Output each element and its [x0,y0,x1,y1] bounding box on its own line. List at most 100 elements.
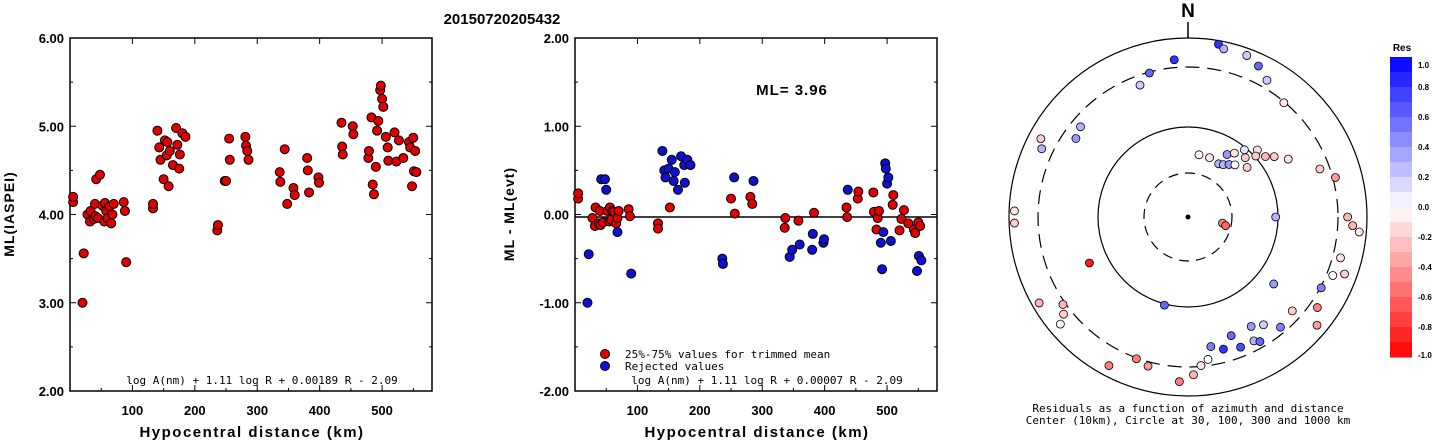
colorbar-tick-label: 1.0 [1418,61,1430,70]
x-tick-label: 100 [122,403,144,418]
station-residual-point [1059,309,1068,319]
station-residual-point [1194,150,1204,160]
colorbar-tick-label: 0.4 [1418,143,1430,152]
colorbar-tick-label: -0.6 [1418,293,1432,302]
rejected-point [583,249,594,260]
station-residual-point [1254,61,1263,71]
colorbar-cell [1390,252,1412,268]
rejected-point [807,228,818,239]
y-tick-label: -1.00 [539,296,569,311]
rejected-point [679,177,690,188]
accepted-point [887,199,898,210]
station-residual-point [1055,319,1065,329]
x-tick-label: 200 [184,403,206,418]
data-point [302,165,313,176]
rejected-point [794,239,805,250]
panel-2-ylabel: ML - ML(evt) [501,167,517,261]
data-point [302,153,313,164]
rejected-point [612,227,623,238]
colorbar-cell [1390,132,1412,148]
rejected-point [668,175,679,186]
y-tick-label: 5.00 [39,119,64,134]
accepted-point [894,225,905,236]
colorbar-tick-label: 0.6 [1418,113,1430,122]
colorbar-cell [1390,297,1412,313]
station-residual-point [1174,377,1184,387]
station-residual-point [1262,75,1272,85]
accepted-point [842,212,853,223]
station-residual-point [1222,150,1232,159]
station-residual-point [1205,153,1214,163]
station-residual-point [1221,221,1231,231]
data-point [163,181,174,192]
colorbar-tick-label: 0.2 [1418,173,1430,182]
accepted-point [726,193,737,204]
panel-1-ylabel: ML(IASPEI) [1,171,17,256]
polar-caption-line-2: Center (10km), Circle at 30, 100, 300 an… [1026,414,1351,427]
rejected-point [807,244,818,255]
data-point [275,176,286,187]
accepted-point [747,198,758,209]
station-residual-point [1132,354,1141,364]
station-residual-point [1242,51,1252,60]
accepted-point [809,207,820,218]
accepted-point [910,228,921,239]
rejected-point [877,264,888,275]
station-residual-point [1255,337,1265,346]
colorbar-cell [1390,147,1412,163]
station-residual-point [1037,144,1047,154]
station-residual-point [1219,344,1228,354]
station-residual-point [1271,212,1281,222]
colorbar-cell [1390,267,1412,283]
rejected-point [878,227,889,238]
data-point [118,197,129,208]
data-point [411,167,422,178]
station-residual-point [1159,300,1169,310]
data-point [242,145,253,156]
y-tick-label: 2.00 [544,31,569,46]
rejected-point [819,234,830,245]
data-point [314,177,325,188]
data-point [389,127,400,138]
panel-1-xlabel: Hypocentral distance (km) [139,424,364,441]
data-point [164,145,175,156]
rejected-point [669,167,680,178]
data-point [106,218,117,229]
station-residual-point [1279,98,1289,108]
colorbar-cell [1390,102,1412,118]
station-residual-point [1242,162,1252,172]
data-point [221,175,232,186]
data-point [382,142,393,153]
station-residual-point [1071,134,1081,143]
station-residual-point [1331,173,1340,182]
station-residual-point [1312,303,1322,312]
data-point [398,153,409,164]
colorbar-tick-label: -1.0 [1418,351,1432,360]
colorbar-tick-label: -0.2 [1418,233,1432,242]
data-point [162,137,173,148]
data-point [336,117,347,128]
data-point [224,133,235,144]
data-point [279,144,290,155]
data-point [289,190,300,201]
station-residual-point [1085,258,1094,268]
azimuth-residual-panel: N Residuals as a function of azimuth and… [1008,1,1368,427]
station-residual-point [1269,279,1279,289]
data-point [240,131,251,142]
station-residual-point [1343,212,1353,222]
accepted-point [868,187,879,198]
accepted-point [780,213,791,224]
rejected-point [582,297,593,308]
colorbar-cell [1390,117,1412,133]
data-point [77,297,88,308]
data-point [158,174,169,185]
y-tick-label: 1.00 [544,119,569,134]
station-residual-point [1135,80,1145,90]
data-point [408,132,419,143]
station-residual-point [1315,164,1325,174]
station-residual-point [1226,331,1236,341]
station-residual-point [1196,361,1206,370]
panel-2-xlabel: Hypocentral distance (km) [644,424,869,441]
accepted-point [873,205,884,216]
legend-rejected-label: Rejected values [625,360,724,373]
